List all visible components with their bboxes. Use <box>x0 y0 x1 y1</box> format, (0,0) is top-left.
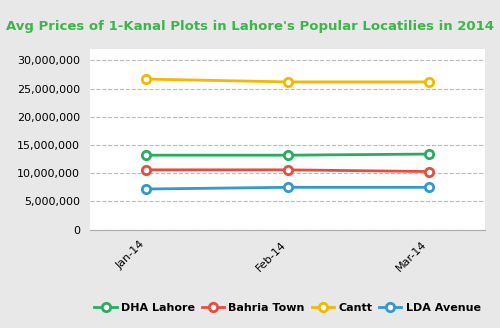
Cantt <box>426 80 432 84</box>
Legend: DHA Lahore, Bahria Town, Cantt, LDA Avenue: DHA Lahore, Bahria Town, Cantt, LDA Aven… <box>90 298 485 317</box>
DHA Lahore <box>284 153 290 157</box>
Line: Bahria Town: Bahria Town <box>142 166 433 176</box>
Text: Avg Prices of 1-Kanal Plots in Lahore's Popular Locatilies in 2014: Avg Prices of 1-Kanal Plots in Lahore's … <box>6 20 494 33</box>
Line: Cantt: Cantt <box>142 75 433 86</box>
DHA Lahore <box>144 153 150 157</box>
Bahria Town <box>144 168 150 172</box>
Bahria Town <box>284 168 290 172</box>
LDA Avenue <box>284 185 290 189</box>
Line: DHA Lahore: DHA Lahore <box>142 150 433 159</box>
Cantt <box>284 80 290 84</box>
LDA Avenue <box>144 187 150 191</box>
Cantt <box>144 77 150 81</box>
Bahria Town <box>426 170 432 174</box>
DHA Lahore <box>426 152 432 156</box>
LDA Avenue <box>426 185 432 189</box>
Line: LDA Avenue: LDA Avenue <box>142 183 433 193</box>
